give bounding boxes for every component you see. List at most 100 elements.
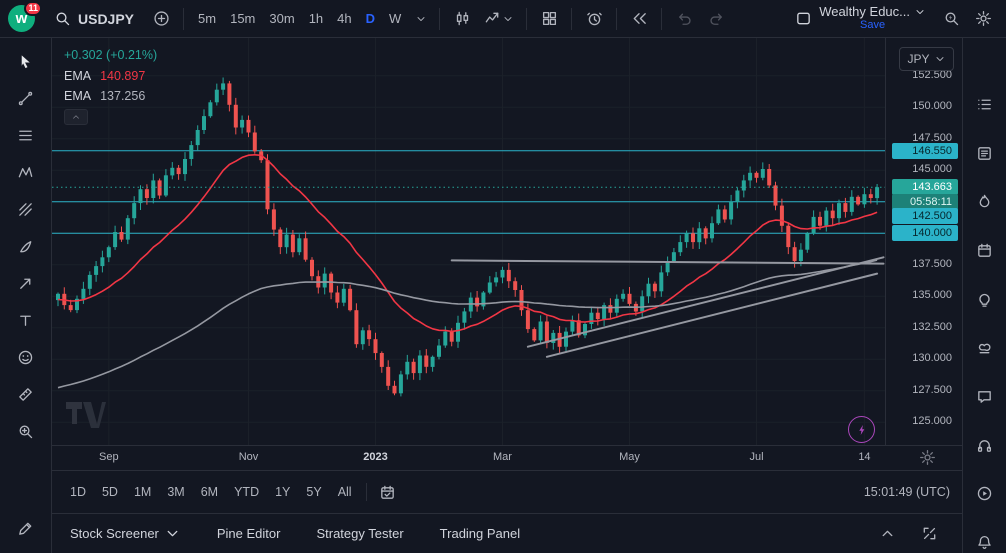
layout-name: Wealthy Educ... [819,4,910,20]
rail-item-hotlists[interactable] [972,191,998,212]
tool-arrow-marker[interactable] [9,268,43,298]
rail-item-streams[interactable] [972,484,998,505]
clock[interactable]: 15:01:49 (UTC) [863,485,950,499]
price-tick: 137.500 [912,257,952,270]
rail-item-watchlist[interactable] [972,94,998,115]
tradingview-watermark-icon [66,402,106,433]
range-1m[interactable]: 1M [133,485,152,499]
gear-icon [975,10,992,27]
rail-item-notifications[interactable] [972,532,998,553]
undo-button[interactable] [669,4,699,34]
price-tick: 132.500 [912,320,952,333]
tool-measure[interactable] [9,379,43,409]
compare-add-button[interactable] [146,4,176,34]
tool-trend-line[interactable] [9,83,43,113]
price-tick: 145.000 [912,163,952,176]
tab-pine-editor[interactable]: Pine Editor [217,526,281,541]
layout-menu-button[interactable]: Wealthy Educ... Save [787,4,934,32]
tool-xabcd-pattern[interactable] [9,157,43,187]
range-1y[interactable]: 1Y [275,485,291,499]
indicators-button[interactable] [479,4,519,34]
save-button[interactable]: Save [860,19,886,32]
range-6m[interactable]: 6M [200,485,219,499]
price-chart[interactable] [52,38,885,445]
price-badge[interactable]: 143.663 [892,179,958,196]
tab-label: Pine Editor [216,526,281,541]
time-axis[interactable]: Sep Nov 2023 Mar May Jul 14 [52,445,962,470]
rail-item-chat[interactable] [972,386,998,407]
panel-controls [872,519,944,549]
legend-collapse-button[interactable] [64,109,88,125]
go-to-date-button[interactable] [373,477,403,507]
rail-item-ideas[interactable] [972,289,998,310]
tab-stock-screener[interactable]: Stock Screener [70,525,181,542]
pattern-icon [17,164,34,181]
undo-icon [676,10,693,27]
range-5d[interactable]: 5D [101,485,118,499]
tool-edit[interactable] [9,513,43,543]
trend-line-icon [17,90,34,107]
tool-zoom-in[interactable] [9,416,43,446]
interval-menu-button[interactable] [410,4,432,34]
interval-5m[interactable]: 5m [198,11,217,26]
user-menu-button[interactable]: w 11 [8,0,42,34]
price-badge[interactable]: 05:58:11 [892,194,958,211]
panel-maximize-button[interactable] [914,519,944,549]
interval-15m[interactable]: 15m [230,11,256,26]
redo-button[interactable] [701,4,731,34]
legend-indicator-row[interactable]: EMA 140.897 [64,69,157,83]
range-3m[interactable]: 3M [167,485,185,499]
rail-item-support[interactable] [972,435,998,456]
quick-search-icon [943,10,960,27]
quick-search-button[interactable] [936,4,966,34]
tab-trading-panel[interactable]: Trading Panel [440,526,520,541]
tool-brush[interactable] [9,231,43,261]
rail-item-calendar[interactable] [972,240,998,261]
legend-indicator-row[interactable]: EMA 137.256 [64,89,157,103]
range-ytd[interactable]: YTD [234,485,260,499]
bar-replay-button[interactable] [624,4,654,34]
settings-button[interactable] [968,4,998,34]
panel-collapse-button[interactable] [872,519,902,549]
multichart-layout-button[interactable] [534,4,564,34]
tool-cursor[interactable] [9,46,43,76]
cursor-icon [17,53,34,70]
tool-fib-retracement[interactable] [9,120,43,150]
price-badge[interactable]: 146.550 [892,142,958,159]
interval-d[interactable]: D [365,11,376,26]
brush-icon [17,238,34,255]
tool-emoji[interactable] [9,342,43,372]
symbol-search-button[interactable]: USDJPY [44,4,144,34]
range-5y[interactable]: 5Y [306,485,322,499]
chart-area: +0.302 (+0.21%) EMA 140.897 EMA 137.256 152… [52,38,962,470]
alert-button[interactable] [579,4,609,34]
time-label: 14 [858,451,871,463]
interval-1h[interactable]: 1h [308,11,324,26]
price-scale[interactable]: 152.500 150.000 147.500 145.000 137.500 135.0… [885,38,962,445]
zoom-icon [17,423,34,440]
chart-style-button[interactable] [447,4,477,34]
boost-button[interactable] [848,416,875,443]
tool-prediction[interactable] [9,194,43,224]
range-all[interactable]: All [337,485,352,499]
lightning-icon [855,423,869,437]
price-badge[interactable]: 142.500 [892,207,958,224]
interval-30m[interactable]: 30m [269,11,295,26]
currency-scale-button[interactable]: JPY [899,47,954,71]
headset-icon [976,437,993,454]
interval-4h[interactable]: 4h [337,11,352,26]
main-area: +0.302 (+0.21%) EMA 140.897 EMA 137.256 152… [0,38,1006,553]
replay-icon [631,10,648,27]
tab-strategy-tester[interactable]: Strategy Tester [316,526,403,541]
tool-text[interactable] [9,305,43,335]
price-badge[interactable]: 140.000 [892,225,958,242]
chevron-down-icon [502,13,514,25]
calendar-icon [976,242,993,259]
rail-item-news[interactable] [972,143,998,164]
scale-settings-button[interactable] [919,449,936,466]
rail-item-minds[interactable] [972,338,998,359]
ruler-icon [17,386,34,403]
range-1d[interactable]: 1D [70,485,86,499]
interval-w[interactable]: W [389,11,402,26]
